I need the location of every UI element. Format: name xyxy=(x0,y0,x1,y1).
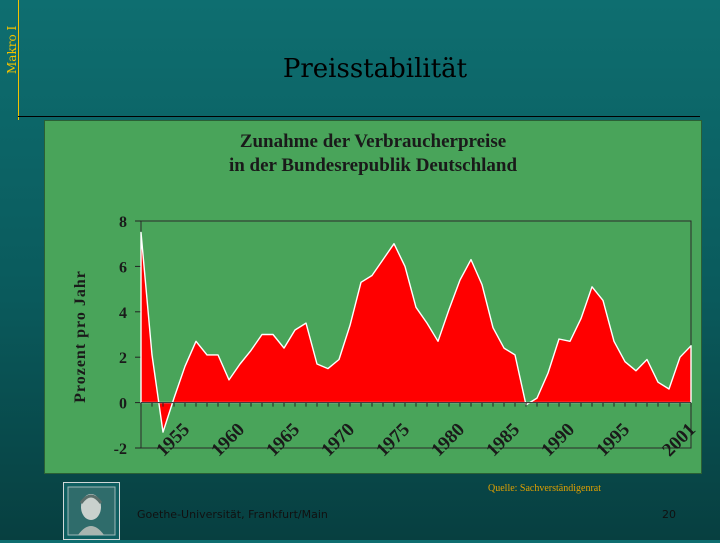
inflation-chart: -2 0 2 4 6 8 1955 1960 1965 1970 1975 1980 1985 1990 1… xyxy=(72,214,700,461)
footer-institution: Goethe-Universität, Frankfurt/Main xyxy=(137,508,328,521)
y-tick-label: 8 xyxy=(119,214,127,231)
x-tick-label: 1995 xyxy=(592,419,634,461)
y-tick-label: 2 xyxy=(119,350,127,367)
chart-title-line-1: Zunahme der Verbraucherpreise xyxy=(239,131,507,152)
page-number: 20 xyxy=(662,508,676,521)
x-tick-label: 1970 xyxy=(317,419,359,461)
course-label: Makro I xyxy=(5,25,19,75)
y-tick-label: 6 xyxy=(119,259,127,276)
y-axis-label: Prozent pro Jahr xyxy=(72,270,89,403)
side-rule xyxy=(18,0,19,120)
source-note: Quelle: Sachverständigenrat xyxy=(488,483,602,494)
x-tick-label: 1960 xyxy=(207,419,249,461)
x-tick-label: 1955 xyxy=(152,419,194,461)
chart-title-line-2: in der Bundesrepublik Deutschland xyxy=(228,155,518,176)
y-tick-label: 0 xyxy=(119,396,127,413)
y-tick-label: -2 xyxy=(114,441,127,458)
chart-panel: Zunahme der Verbraucherpreise in der Bun… xyxy=(44,120,702,474)
x-tick-label: 1990 xyxy=(537,419,579,461)
x-tick-label: 1980 xyxy=(427,419,469,461)
x-tick-label: 1965 xyxy=(262,419,304,461)
x-tick-label: 2001 xyxy=(658,419,700,461)
inflation-area xyxy=(140,231,692,433)
slide-title: Preisstabilität xyxy=(282,54,468,84)
y-tick-label: 4 xyxy=(119,305,127,322)
x-tick-label: 1985 xyxy=(482,419,524,461)
header-rule xyxy=(18,116,700,117)
x-tick-label: 1975 xyxy=(372,419,414,461)
goethe-portrait xyxy=(63,482,120,540)
